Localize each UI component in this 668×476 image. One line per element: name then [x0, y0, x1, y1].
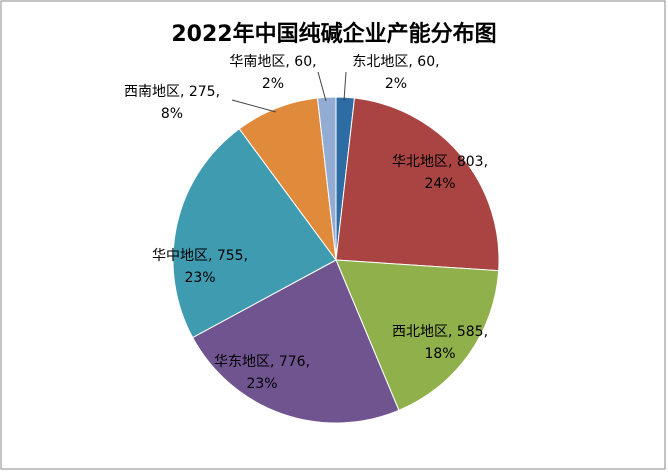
percent-label: 23%	[246, 376, 277, 392]
category-label: 华中地区	[152, 248, 208, 264]
pie	[172, 96, 500, 424]
percent-label: 18%	[424, 346, 455, 362]
pie-slice	[335, 259, 500, 412]
value-label: , 60,	[285, 54, 316, 70]
pie-slice	[172, 128, 337, 339]
data-label: 西南地区, 275,	[124, 84, 220, 100]
pie-slice	[316, 96, 337, 261]
chart-title: 2022年中国纯碱企业产能分布图	[171, 21, 496, 47]
data-label: 华中地区, 755,	[152, 248, 248, 264]
category-label: 西北地区	[392, 324, 448, 340]
category-label: 华北地区	[392, 154, 448, 170]
percent-label: 23%	[184, 270, 215, 286]
category-label: 东北地区	[352, 54, 408, 70]
data-label: 华南地区, 60,	[229, 54, 316, 70]
value-label: , 755,	[208, 248, 248, 264]
value-label: , 275,	[180, 84, 220, 100]
category-label: 西南地区	[124, 84, 180, 100]
leader-line	[343, 71, 347, 102]
data-label: 华东地区, 776,	[214, 354, 310, 370]
category-label: 华南地区	[229, 54, 285, 70]
leader-line	[231, 99, 277, 113]
percent-label: 8%	[161, 106, 183, 122]
data-label: 东北地区, 60,	[352, 54, 439, 70]
value-label: , 803,	[448, 154, 488, 170]
data-label: 华北地区, 803,	[392, 154, 488, 170]
data-label: 西北地区, 585,	[392, 324, 488, 340]
value-label: , 585,	[448, 324, 488, 340]
pie-slice	[335, 97, 500, 272]
value-label: , 60,	[408, 54, 439, 70]
leader-line	[317, 71, 327, 102]
value-label: , 776,	[270, 354, 310, 370]
percent-label: 2%	[262, 76, 284, 92]
percent-label: 24%	[424, 176, 455, 192]
pie-slice	[191, 259, 400, 424]
category-label: 华东地区	[214, 354, 270, 370]
percent-label: 2%	[385, 76, 407, 92]
